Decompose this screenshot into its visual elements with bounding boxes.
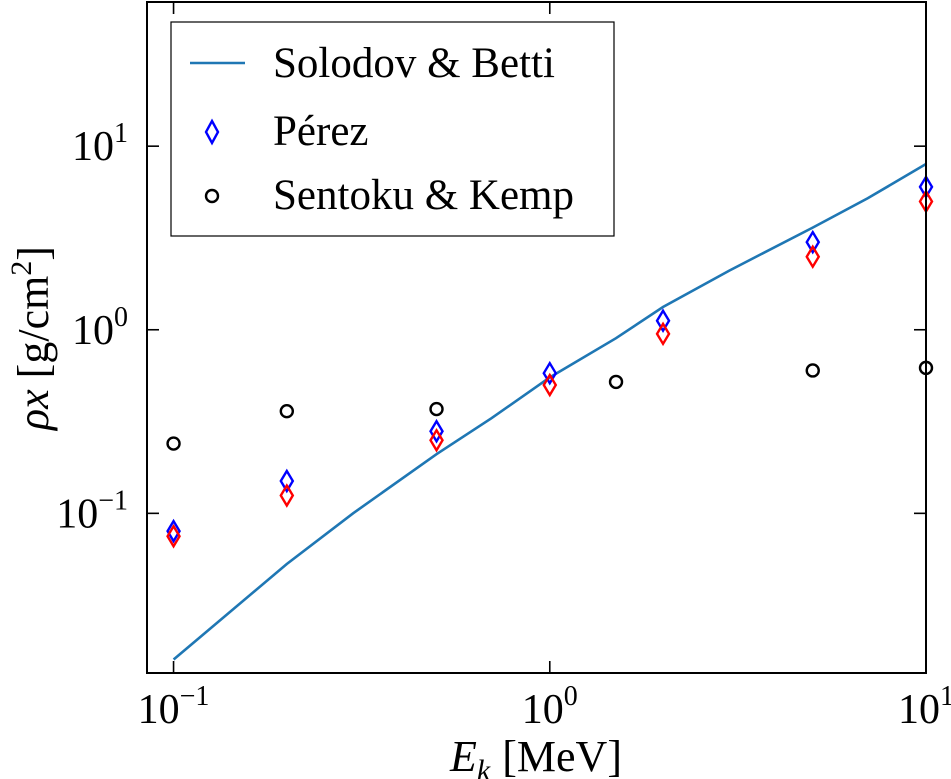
data-point-perez-red	[805, 244, 821, 270]
data-point-sentoku-kemp	[279, 404, 295, 419]
x-tick-label: 100	[522, 681, 578, 733]
x-axis-label-sub: k	[477, 754, 491, 779]
data-point-perez-red	[655, 321, 671, 347]
y-axis-label-main: ρx	[9, 389, 58, 432]
x-axis-label-main: E	[449, 732, 477, 779]
plot-area	[166, 162, 934, 661]
y-axis-label: ρx [g/cm2]	[5, 246, 58, 432]
x-axis-label: Ek [MeV]	[449, 732, 622, 779]
data-point-sentoku-kemp	[166, 436, 181, 451]
data-point-perez-blue	[279, 468, 295, 494]
y-axis-label-sup: 2	[5, 261, 38, 276]
legend-marker-diamond	[204, 118, 220, 146]
series-line-solodov-betti	[172, 162, 927, 661]
data-point-perez-blue	[655, 308, 671, 334]
plot-frame	[146, 1, 927, 674]
data-point-perez-blue	[542, 360, 558, 386]
data-point-perez-red	[279, 483, 295, 508]
data-point-perez-blue	[805, 229, 821, 255]
data-point-sentoku-kemp	[429, 401, 444, 417]
x-tick-label: 10−1	[138, 681, 210, 733]
x-axis-label-rest: [MeV]	[502, 732, 622, 779]
data-point-perez-blue	[429, 418, 444, 444]
legend-label-perez: Pérez	[273, 108, 369, 155]
legend-box	[170, 21, 615, 237]
legend: Solodov & Betti Pérez Sentoku & Kemp	[170, 21, 615, 237]
data-point-perez-blue	[166, 518, 181, 544]
data-point-perez-red	[166, 523, 181, 549]
legend-label-sentoku: Sentoku & Kemp	[273, 172, 574, 219]
data-point-perez-red	[429, 427, 444, 453]
legend-label-solodov: Solodov & Betti	[273, 40, 555, 87]
y-tick-label: 100	[72, 302, 128, 354]
data-point-sentoku-kemp	[608, 374, 624, 390]
x-tick-label: 101	[898, 681, 951, 733]
y-tick-label: 101	[72, 118, 128, 170]
ticks: 10−1 100 101 10−1 100 101	[56, 2, 951, 733]
data-point-perez-red	[542, 372, 558, 398]
axes	[146, 1, 927, 674]
legend-marker-circle	[204, 188, 220, 204]
y-axis-label-close: ]	[9, 246, 58, 261]
y-tick-label: 10−1	[56, 485, 128, 537]
y-axis-label-rest: [g/cm	[9, 276, 58, 379]
y-axis-label-group: ρx [g/cm2]	[5, 246, 58, 432]
data-point-sentoku-kemp	[805, 363, 820, 378]
